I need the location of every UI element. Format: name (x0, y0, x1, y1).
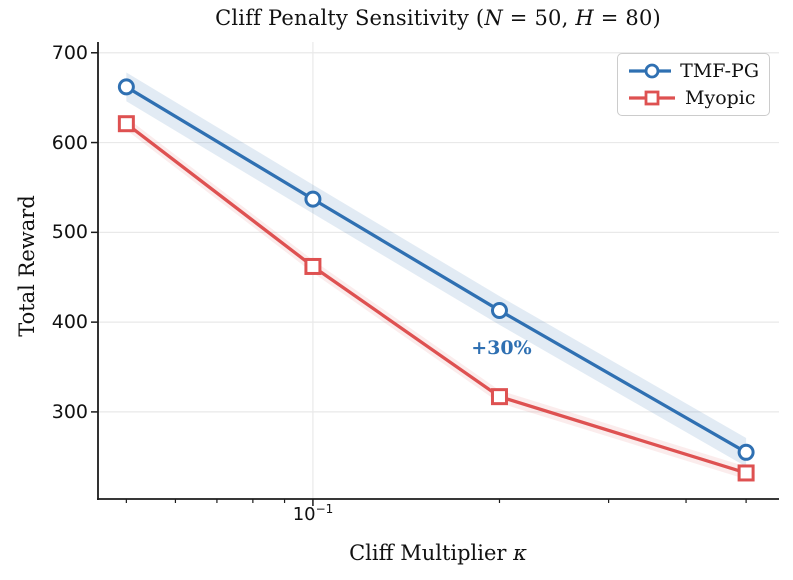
legend-line-square-icon (629, 90, 675, 106)
data-point-tmf-pg (304, 190, 322, 208)
x-tick-exponent: −1 (315, 502, 334, 516)
label-text: = 50, (502, 6, 576, 30)
y-tick-label: 500 (51, 221, 88, 244)
y-tick-label: 600 (51, 131, 88, 154)
math-var: κ (513, 541, 527, 565)
confidence-band-myopic (126, 117, 747, 480)
y-tick-label: 700 (51, 41, 88, 64)
x-tick-base: 10 (292, 504, 316, 525)
data-point-myopic (490, 388, 508, 406)
legend-label-tmf-pg: TMF-PG (680, 60, 759, 82)
confidence-band-tmf-pg (126, 72, 747, 467)
data-point-myopic (117, 115, 135, 133)
legend: TMF-PG Myopic (617, 53, 770, 116)
math-var: H (575, 6, 594, 30)
y-tick-label: 400 (51, 311, 88, 334)
data-point-myopic (737, 464, 755, 482)
gap-annotation: +30% (471, 337, 532, 360)
chart-title: Cliff Penalty Sensitivity (N = 50, H = 8… (215, 6, 661, 30)
label-text: Cliff Multiplier (349, 541, 514, 565)
math-var: N (484, 6, 503, 30)
data-point-myopic (304, 257, 322, 275)
series-line-tmf-pg (124, 85, 748, 454)
legend-label-myopic: Myopic (685, 87, 756, 109)
data-point-tmf-pg (737, 443, 755, 461)
label-text: Cliff Penalty Sensitivity ( (215, 6, 485, 30)
legend-line-circle-icon (629, 63, 672, 79)
data-point-tmf-pg (117, 78, 135, 96)
y-tick-label: 300 (51, 400, 88, 423)
legend-entry-myopic: Myopic (628, 87, 759, 109)
series-line-myopic (124, 122, 748, 475)
x-tick-label-major: 10−1 (292, 502, 334, 525)
x-axis-label: Cliff Multiplier κ (349, 541, 527, 565)
label-text: = 80) (593, 6, 661, 30)
legend-entry-tmf-pg: TMF-PG (628, 60, 759, 82)
data-point-tmf-pg (490, 301, 508, 319)
